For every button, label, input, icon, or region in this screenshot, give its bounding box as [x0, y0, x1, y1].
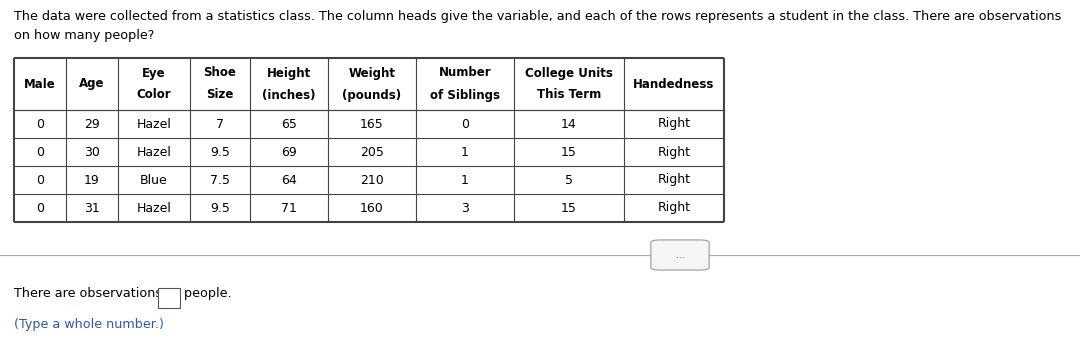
- Text: Handedness: Handedness: [633, 78, 715, 90]
- Text: 0: 0: [36, 117, 44, 131]
- Text: 1: 1: [461, 145, 469, 159]
- Text: Shoe: Shoe: [203, 66, 237, 79]
- Text: 3: 3: [461, 201, 469, 214]
- Text: 31: 31: [84, 201, 99, 214]
- Text: 29: 29: [84, 117, 99, 131]
- Text: of Siblings: of Siblings: [430, 89, 500, 102]
- Text: (inches): (inches): [262, 89, 315, 102]
- Text: Blue: Blue: [140, 173, 167, 186]
- Text: Male: Male: [24, 78, 56, 90]
- Text: 64: 64: [281, 173, 297, 186]
- Text: 69: 69: [281, 145, 297, 159]
- Text: The data were collected from a statistics class. The column heads give the varia: The data were collected from a statistic…: [14, 10, 1062, 42]
- Text: 9.5: 9.5: [211, 201, 230, 214]
- Text: ...: ...: [676, 251, 685, 260]
- Text: Right: Right: [658, 117, 690, 131]
- Text: Size: Size: [206, 89, 233, 102]
- Text: 9.5: 9.5: [211, 145, 230, 159]
- Text: (Type a whole number.): (Type a whole number.): [14, 318, 164, 331]
- Text: 205: 205: [360, 145, 383, 159]
- Text: 5: 5: [565, 173, 573, 186]
- Text: 7.5: 7.5: [210, 173, 230, 186]
- Text: Hazel: Hazel: [136, 201, 172, 214]
- Text: Right: Right: [658, 173, 690, 186]
- Text: 0: 0: [36, 145, 44, 159]
- Text: 19: 19: [84, 173, 99, 186]
- Text: Height: Height: [267, 66, 311, 79]
- Text: 65: 65: [281, 117, 297, 131]
- Text: College Units: College Units: [525, 66, 613, 79]
- Text: There are observations on: There are observations on: [14, 287, 186, 300]
- Text: 0: 0: [36, 173, 44, 186]
- Text: 0: 0: [461, 117, 469, 131]
- Text: 14: 14: [562, 117, 577, 131]
- Text: 30: 30: [84, 145, 100, 159]
- Text: 15: 15: [562, 145, 577, 159]
- Text: 1: 1: [461, 173, 469, 186]
- Text: 160: 160: [360, 201, 383, 214]
- Text: Hazel: Hazel: [136, 145, 172, 159]
- Text: Number: Number: [438, 66, 491, 79]
- Text: 165: 165: [360, 117, 383, 131]
- Text: Hazel: Hazel: [136, 117, 172, 131]
- Text: Weight: Weight: [349, 66, 395, 79]
- Text: 210: 210: [360, 173, 383, 186]
- Bar: [159, 288, 180, 308]
- Text: 15: 15: [562, 201, 577, 214]
- Text: This Term: This Term: [537, 89, 602, 102]
- Text: Eye: Eye: [143, 66, 166, 79]
- Text: Color: Color: [137, 89, 172, 102]
- Text: 7: 7: [216, 117, 224, 131]
- FancyBboxPatch shape: [651, 240, 710, 270]
- Text: 0: 0: [36, 201, 44, 214]
- Text: 71: 71: [281, 201, 297, 214]
- Text: Age: Age: [79, 78, 105, 90]
- Text: Right: Right: [658, 145, 690, 159]
- Text: people.: people.: [180, 287, 232, 300]
- Text: (pounds): (pounds): [342, 89, 402, 102]
- Text: Right: Right: [658, 201, 690, 214]
